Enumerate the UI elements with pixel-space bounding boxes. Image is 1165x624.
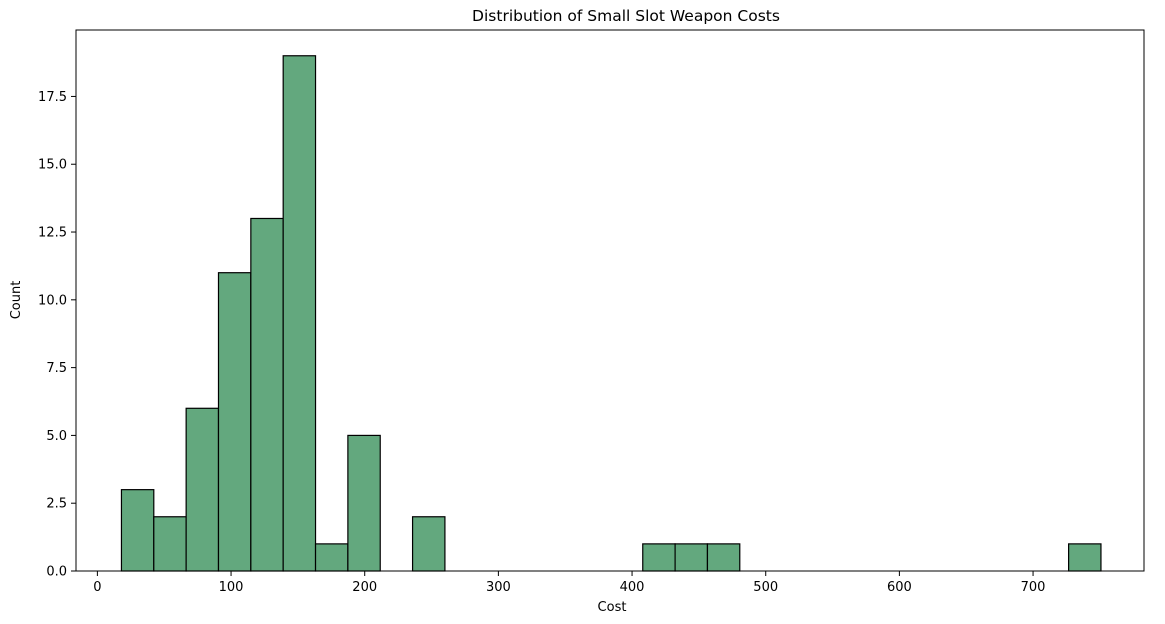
- x-tick-label: 700: [1021, 580, 1046, 595]
- plot-frame: [75, 29, 1145, 572]
- histogram-bar: [642, 543, 676, 572]
- x-tick-label: 600: [887, 580, 912, 595]
- x-tick-label: 0: [93, 580, 101, 595]
- x-tick-label: 500: [753, 580, 778, 595]
- x-tick-label: 300: [486, 580, 511, 595]
- y-axis-ticks: 0.0 2.5 5.0 7.5 10.0 12.5 15.0 17.5: [38, 90, 76, 580]
- histogram-bar: [411, 516, 446, 572]
- histogram-bar: [185, 407, 220, 572]
- chart-title: Distribution of Small Slot Weapon Costs: [472, 7, 780, 25]
- y-tick-label: 12.5: [38, 226, 67, 241]
- x-axis-label: Cost: [598, 600, 627, 615]
- histogram-bar: [347, 434, 381, 572]
- x-axis-ticks: 0 100 200 300 400 500 600 700: [93, 571, 1045, 595]
- y-tick-label: 17.5: [38, 90, 67, 105]
- histogram-bar: [314, 543, 349, 572]
- y-tick-label: 2.5: [46, 497, 67, 512]
- histogram-bar: [1068, 543, 1102, 572]
- histogram-bar: [706, 543, 741, 572]
- y-tick-label: 0.0: [46, 565, 67, 580]
- histogram-bar: [282, 55, 317, 572]
- y-tick-label: 5.0: [46, 429, 67, 444]
- histogram-bar: [217, 272, 252, 572]
- y-tick-label: 15.0: [38, 158, 67, 173]
- y-tick-label: 10.0: [38, 293, 67, 308]
- x-tick-label: 400: [620, 580, 645, 595]
- histogram-bar: [250, 217, 284, 572]
- y-axis-label: Count: [9, 281, 24, 320]
- histogram-bar: [153, 516, 187, 572]
- x-tick-label: 200: [352, 580, 377, 595]
- histogram-bar: [120, 489, 155, 572]
- y-tick-label: 7.5: [46, 361, 67, 376]
- bars-group: [120, 55, 1102, 572]
- x-tick-label: 100: [219, 580, 244, 595]
- histogram-bar: [674, 543, 709, 572]
